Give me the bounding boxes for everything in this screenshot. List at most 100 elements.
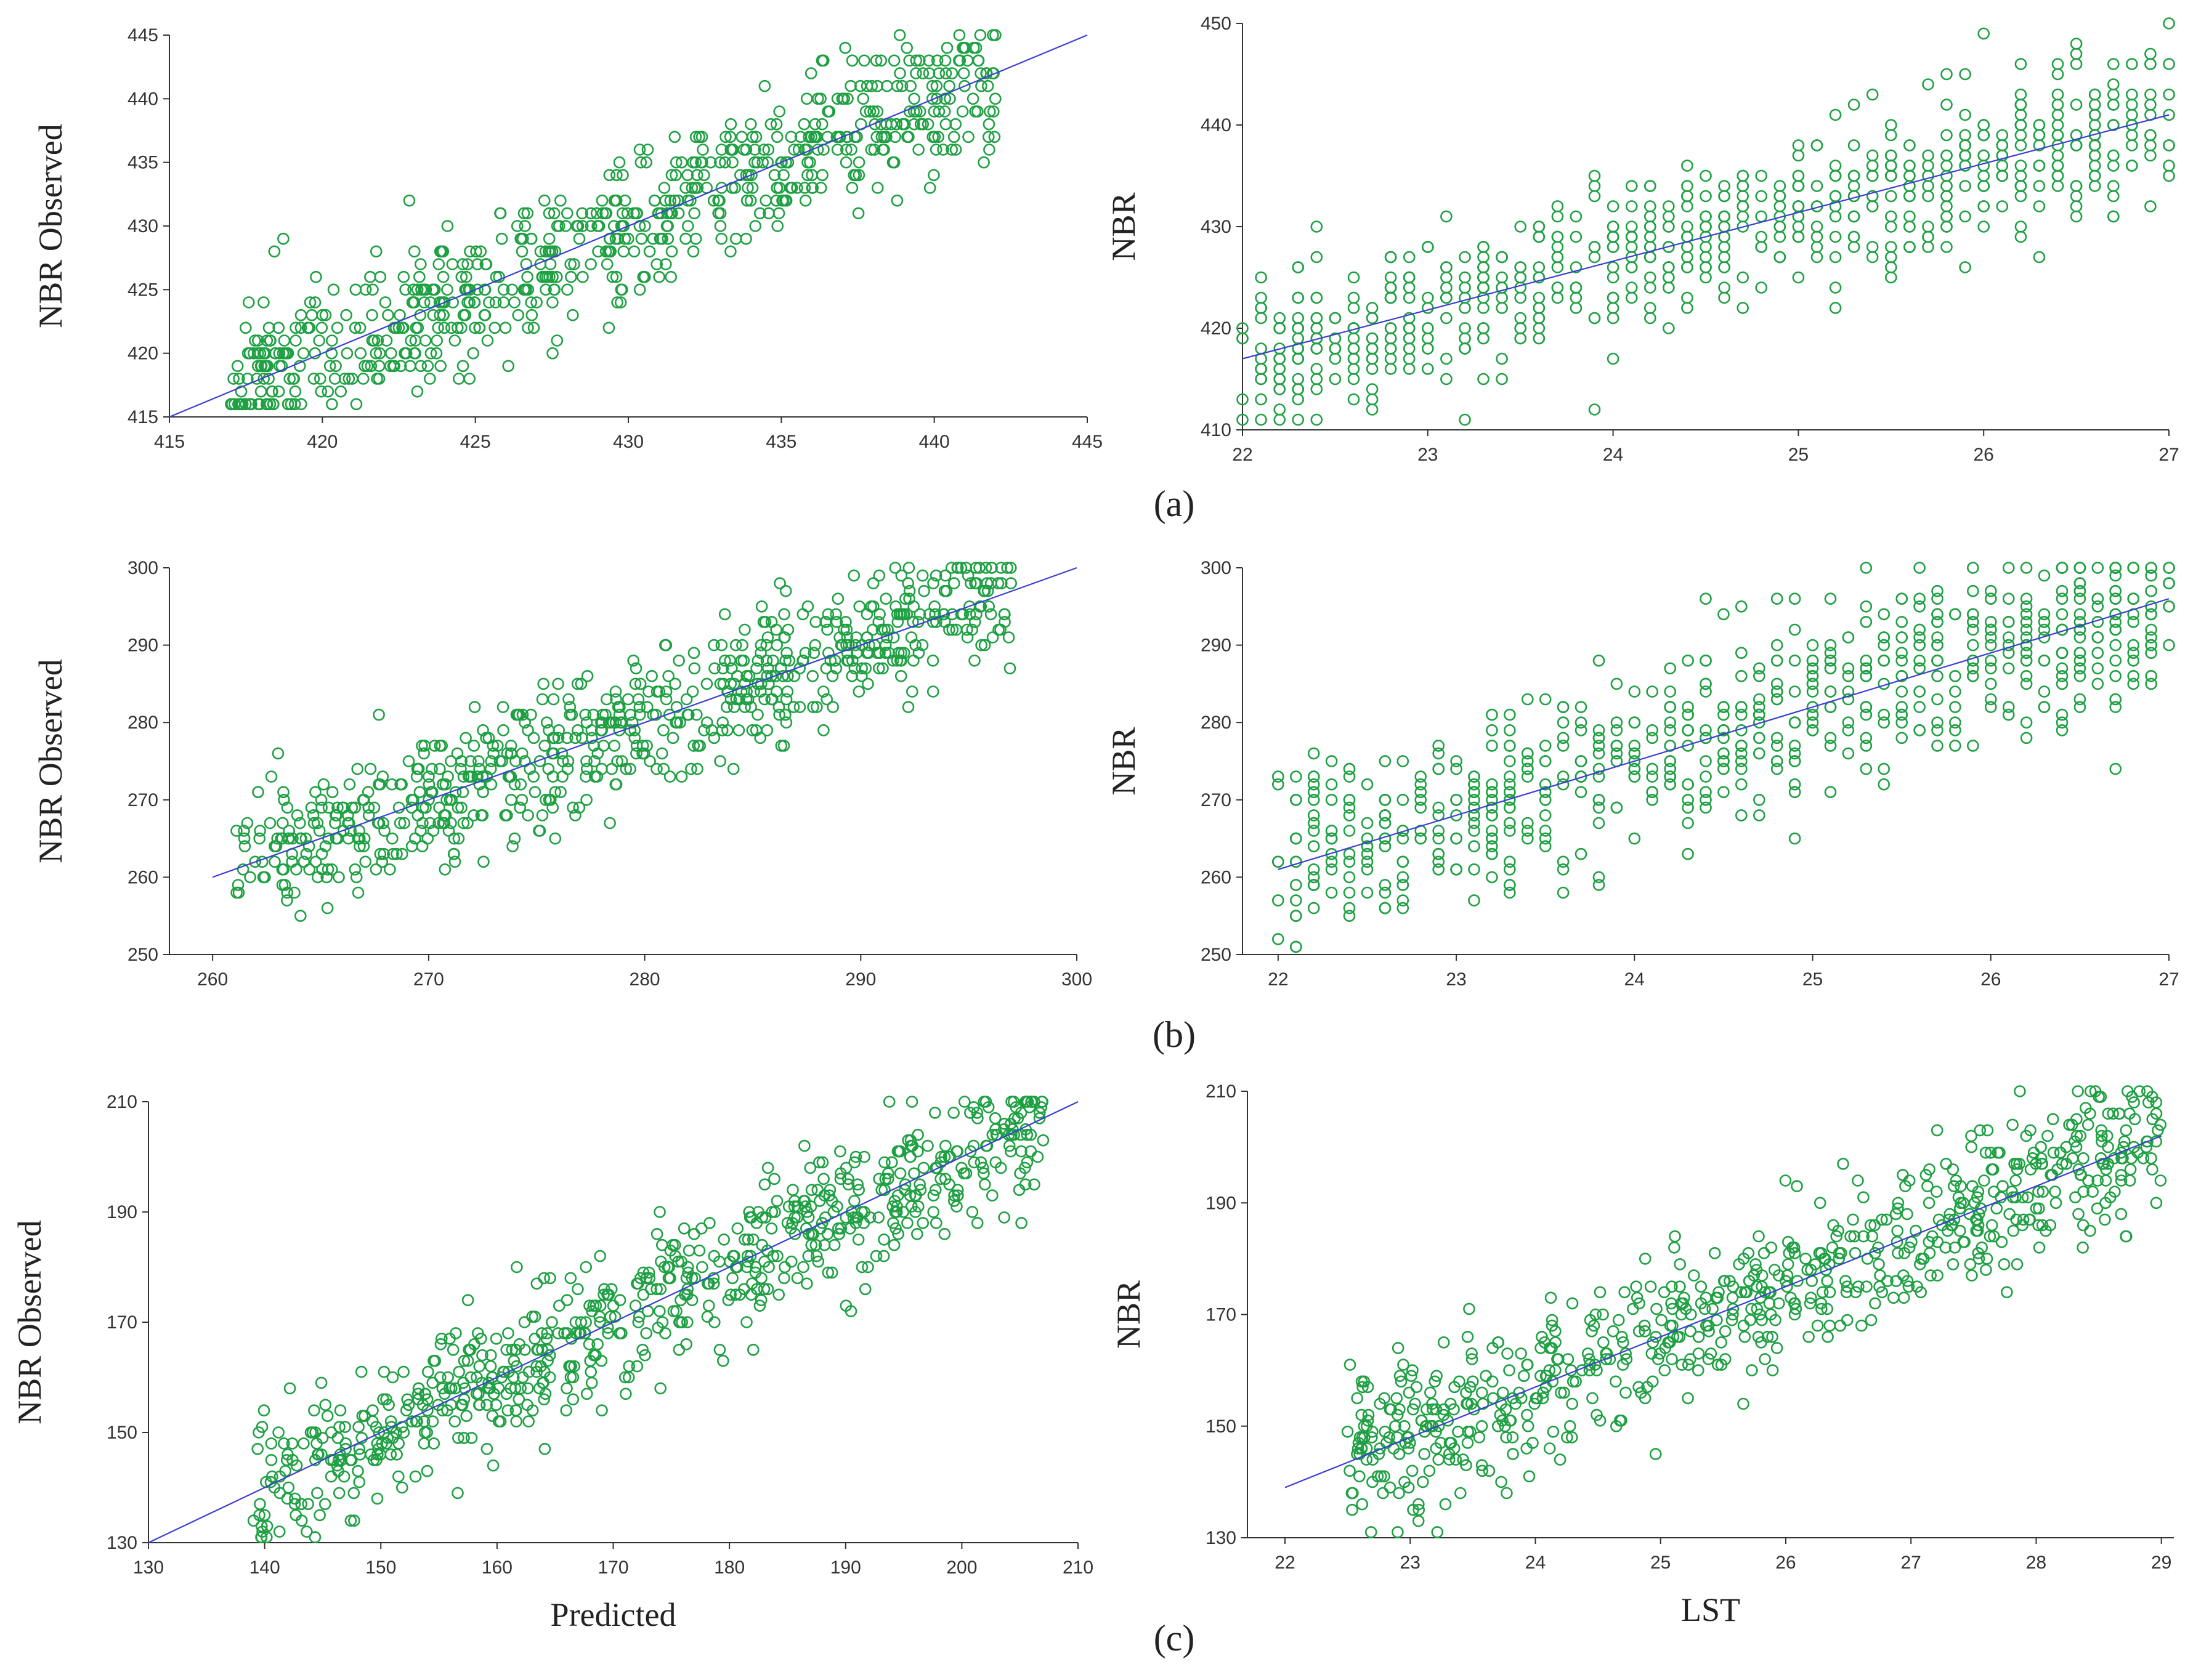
data-point [331, 321, 344, 334]
data-point [613, 156, 626, 169]
data-point [247, 1514, 260, 1527]
data-point [906, 1200, 918, 1213]
data-point [1584, 1359, 1596, 1371]
data-point [882, 1173, 894, 1185]
data-point [1310, 291, 1323, 304]
data-point [923, 608, 936, 621]
data-point [1543, 1364, 1555, 1376]
data-point [691, 708, 703, 721]
data-point [893, 29, 906, 41]
data-point [867, 623, 879, 636]
data-point [2144, 88, 2157, 101]
data-point [1366, 352, 1379, 365]
data-point [2093, 1091, 2105, 1103]
data-point [575, 677, 588, 690]
data-point [1638, 1319, 1651, 1332]
data-point [1486, 801, 1498, 814]
x-tick-label: 25 [1650, 1553, 1671, 1573]
data-point [840, 1299, 853, 1312]
data-point [558, 1327, 570, 1339]
data-point [1822, 1331, 1834, 1343]
data-point [394, 309, 406, 321]
data-point [871, 182, 884, 194]
data-point [727, 1250, 739, 1262]
data-point [1539, 755, 1552, 767]
data-point [1824, 786, 1837, 798]
y-tick-label: 430 [1201, 217, 1231, 237]
data-point [1931, 1185, 1943, 1198]
data-point [1459, 271, 1471, 284]
data-point [396, 321, 408, 334]
data-point [2002, 592, 2015, 605]
data-point [1290, 910, 1302, 922]
data-point [1753, 747, 1765, 760]
data-point [1236, 413, 1249, 426]
data-point [359, 855, 372, 868]
data-point [882, 1167, 894, 1180]
data-point [2035, 1141, 2047, 1153]
data-point [347, 1487, 360, 1500]
data-point [1992, 1146, 2004, 1159]
y-tick-label: 260 [1201, 867, 1231, 887]
data-point [249, 334, 261, 347]
data-point [554, 786, 567, 798]
data-point [604, 817, 616, 830]
data-point [1496, 302, 1508, 314]
data-point [645, 1283, 657, 1296]
data-point [781, 685, 794, 698]
data-point [1664, 762, 1676, 775]
data-point [632, 693, 645, 706]
data-point [2145, 1152, 2157, 1165]
data-point [1681, 302, 1693, 314]
data-point [1430, 1442, 1443, 1455]
data-point [1650, 1302, 1663, 1315]
data-point [888, 1195, 901, 1207]
data-point [1735, 755, 1748, 767]
data-point [267, 398, 280, 411]
data-point [895, 654, 907, 667]
data-point [484, 1382, 497, 1395]
data-point [1806, 708, 1819, 721]
data-point [872, 616, 885, 628]
data-point [1967, 740, 1979, 752]
data-point [1700, 210, 1712, 223]
data-point [1842, 631, 1855, 644]
data-point [1355, 1442, 1368, 1455]
data-point [1770, 592, 1783, 605]
data-point [1788, 740, 1801, 752]
data-point [700, 677, 713, 690]
data-point [1403, 1386, 1416, 1399]
data-point [889, 562, 902, 574]
data-point [1272, 894, 1284, 907]
data-point [1770, 693, 1783, 706]
data-point [1855, 1319, 1868, 1332]
data-point [2030, 1202, 2043, 1215]
data-point [726, 1272, 739, 1285]
data-point [755, 639, 768, 652]
data-point [1310, 383, 1323, 395]
data-point [1868, 1219, 1881, 1232]
data-point [2033, 129, 2046, 142]
data-point [877, 662, 889, 675]
data-point [928, 131, 941, 143]
data-point [600, 693, 613, 706]
data-point [2070, 200, 2083, 212]
data-point [1031, 1150, 1044, 1163]
data-point [1347, 393, 1360, 406]
data-point [1468, 786, 1480, 798]
data-point [1922, 160, 1934, 172]
data-point [1352, 1442, 1364, 1455]
data-point [1980, 1264, 1992, 1276]
data-point [318, 1498, 331, 1511]
data-point [1995, 1235, 2008, 1248]
data-point [948, 1189, 960, 1201]
data-point [2088, 180, 2101, 192]
data-point [956, 105, 969, 118]
data-point [264, 398, 277, 411]
data-point [1007, 1123, 1019, 1136]
data-point [681, 1261, 694, 1274]
data-point [1567, 1375, 1579, 1388]
data-point [1959, 139, 1971, 151]
data-point [1361, 886, 1374, 899]
